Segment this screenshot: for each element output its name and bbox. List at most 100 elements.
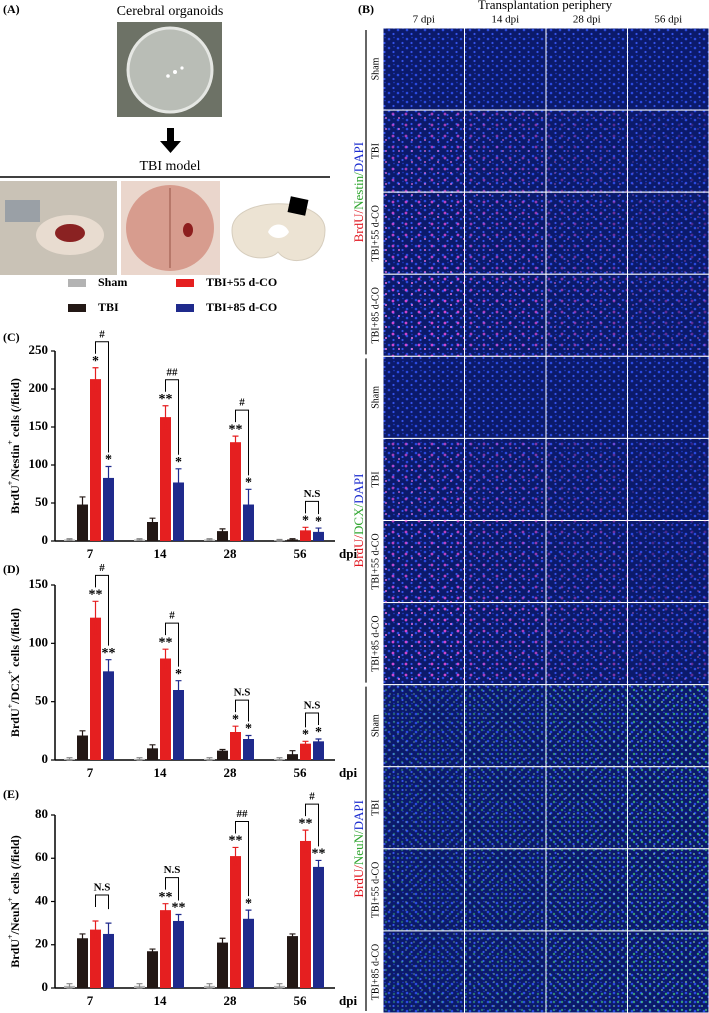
bar (173, 482, 184, 541)
bar (103, 671, 114, 760)
bar (313, 866, 324, 988)
stain-part: NeuN/ (351, 830, 366, 865)
y-tick-label: 200 (29, 380, 49, 395)
error-bar (175, 680, 182, 700)
micrograph-overlay (627, 274, 709, 357)
row-label: TBI+85 d-CO (370, 615, 381, 671)
error-bar (206, 538, 213, 541)
bar (230, 442, 241, 541)
column-header: 56 dpi (654, 14, 682, 26)
error-bar (289, 933, 296, 939)
x-tick-label: 14 (154, 765, 168, 780)
error-bar (302, 829, 309, 853)
panel-label: (E) (3, 787, 19, 801)
comparison-bracket (165, 622, 179, 667)
bar (173, 690, 184, 760)
micrograph (464, 355, 547, 439)
y-axis-label-part: BrdU (8, 485, 22, 514)
micrograph-overlay (464, 520, 546, 603)
x-tick-label: 56 (294, 765, 308, 780)
significance-label: ** (159, 635, 173, 650)
bar (77, 504, 88, 541)
y-axis-label-part: BrdU (8, 939, 22, 968)
significance-label: * (245, 722, 252, 737)
bar (313, 531, 324, 541)
column-header: 28 dpi (573, 14, 601, 26)
panel-title: Cerebral organoids (117, 4, 224, 19)
significance-label: * (302, 728, 309, 743)
micrograph (545, 27, 628, 111)
bar (160, 910, 171, 988)
x-tick-label: 7 (87, 546, 94, 561)
bar (243, 918, 254, 988)
y-axis-label-part: + (6, 934, 15, 939)
y-tick-label: 250 (29, 342, 49, 357)
error-bar (79, 496, 86, 513)
legend-label: TBI+85 d-CO (206, 300, 277, 314)
row-label: Sham (370, 386, 381, 409)
legend-swatch (176, 279, 194, 287)
y-tick-label: 100 (29, 456, 49, 471)
y-axis-label-part: + (6, 480, 15, 485)
error-bar (92, 920, 99, 939)
column-header: 7 dpi (413, 14, 435, 26)
legend-label: TBI+55 d-CO (206, 275, 277, 289)
error-bar (105, 659, 112, 684)
comparison-label: ## (237, 808, 249, 820)
comparison-label: # (239, 397, 245, 409)
error-bar (149, 948, 156, 954)
error-bar (315, 527, 322, 537)
bar (230, 732, 241, 760)
error-bar (276, 757, 283, 761)
error-bar (245, 488, 252, 521)
bar (77, 735, 88, 760)
legend-swatch (176, 304, 194, 312)
y-axis-label-part: /Nestin (8, 444, 22, 481)
micrograph-overlay (383, 930, 465, 1013)
micrograph-overlay (464, 766, 546, 849)
micrograph-overlay (464, 930, 546, 1013)
micrograph (627, 355, 709, 439)
bar (90, 379, 101, 541)
error-bar (219, 528, 226, 534)
micrograph-overlay (546, 274, 628, 357)
row-label: TBI+85 d-CO (370, 944, 381, 1000)
micrograph-overlay (383, 848, 465, 931)
comparison-label: N.S (164, 864, 181, 876)
bar (243, 504, 254, 541)
y-axis-label-part: cells (/field) (8, 378, 22, 440)
row-label: TBI+55 d-CO (370, 862, 381, 918)
comparison-bracket (95, 574, 109, 646)
error-bar (66, 538, 73, 541)
stain-part: BrdU/ (351, 865, 366, 898)
micrograph-overlay (464, 602, 546, 685)
error-bar (105, 922, 112, 946)
micrograph-overlay (464, 438, 546, 521)
error-bar (136, 538, 143, 541)
y-axis-label-part: + (6, 897, 15, 902)
comparison-bracket (165, 379, 179, 455)
error-bar (175, 468, 182, 497)
significance-label: ** (229, 834, 243, 849)
y-axis-label-part: + (6, 440, 15, 445)
micrograph-overlay (546, 766, 628, 849)
row-label: Sham (370, 57, 381, 80)
micrograph-grid: 7 dpi 14 dpi 28 dpi 56 dpi BrdU/Nestin/DAPI S… (351, 14, 709, 1013)
error-bar (206, 983, 213, 989)
x-tick-label: 56 (294, 546, 308, 561)
y-axis-label-part: + (6, 669, 15, 674)
y-tick-label: 150 (29, 576, 49, 591)
panel-label: (B) (358, 2, 374, 16)
comparison-bracket (305, 712, 319, 728)
bar (147, 522, 158, 541)
bar (90, 617, 101, 760)
bar (300, 530, 311, 541)
micrograph-overlay (383, 274, 465, 357)
stain-part: BrdU/ (351, 209, 366, 242)
bar (160, 658, 171, 760)
error-bar (232, 435, 239, 449)
micrograph-overlay (627, 110, 709, 193)
error-bar (245, 734, 252, 744)
x-tick-label: 7 (87, 765, 94, 780)
